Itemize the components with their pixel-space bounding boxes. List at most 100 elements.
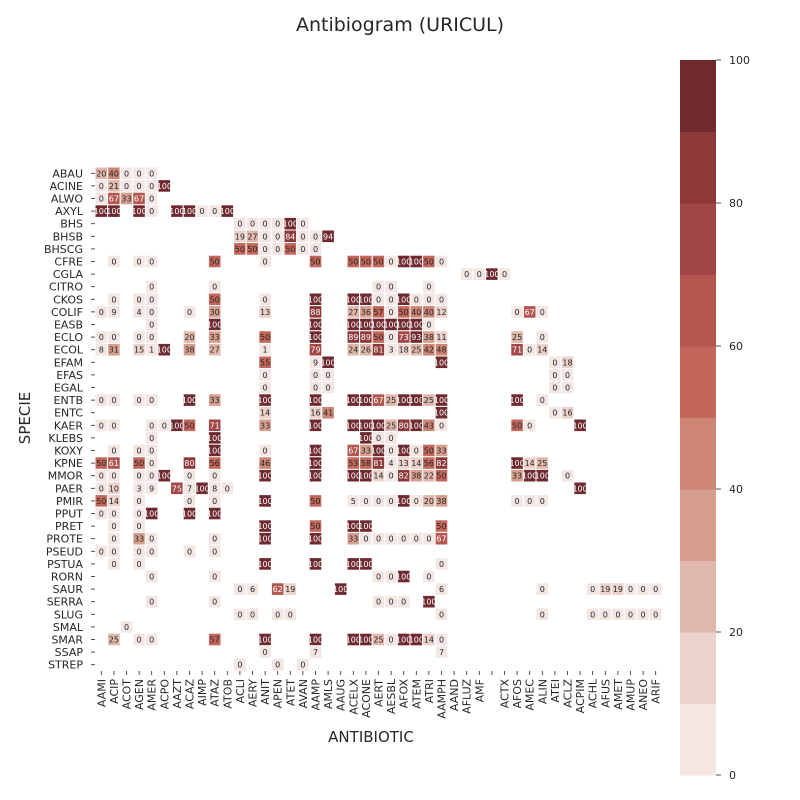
heatmap-cell	[245, 607, 260, 622]
y-tick-label: PRET	[55, 520, 83, 533]
cell-value-label: 0	[111, 547, 116, 556]
cell-value-label: 50	[436, 472, 446, 481]
cell-value-label: 0	[237, 661, 242, 670]
x-axis-ticks: AAMI ACIP ACOT AGEN AMER ACPO AAZT ACAZ AIMP ATAZ…	[95, 671, 663, 719]
cell-value-label: 0	[401, 535, 406, 544]
heatmap-cell	[144, 506, 159, 521]
cell-value-label: 0	[540, 308, 545, 317]
heatmap-cell	[258, 531, 272, 546]
cell-value-label: 100	[358, 434, 373, 443]
cell-value-label: 67	[373, 396, 383, 405]
cell-value-label: 0	[401, 598, 406, 607]
cell-value-label: 100	[308, 472, 323, 481]
cell-value-label: 100	[346, 396, 361, 405]
heatmap-cell	[258, 305, 272, 319]
y-tick-label: SMAL	[53, 621, 84, 634]
cell-value-label: 0	[99, 333, 104, 342]
heatmap-cell	[497, 267, 512, 281]
cell-value-label: 0	[111, 522, 116, 531]
cell-value-label: 14	[424, 636, 434, 645]
y-tick-label: CKOS	[53, 293, 83, 306]
cell-value-label: 0	[99, 484, 104, 493]
cell-value-label: 12	[436, 308, 446, 317]
cell-value-label: 0	[212, 472, 217, 481]
cell-value-label: 31	[109, 346, 119, 355]
y-axis-title: SPECIE	[16, 392, 34, 444]
cell-value-label: 100	[572, 421, 587, 430]
cell-value-label: 0	[137, 182, 142, 191]
cell-value-label: 0	[137, 560, 142, 569]
cell-value-label: 100	[257, 535, 272, 544]
heatmap-cell	[434, 607, 449, 622]
cell-value-label: 15	[134, 346, 144, 355]
cell-value-label: 0	[263, 648, 268, 657]
heatmap-cell	[535, 342, 550, 357]
cell-value-label: 6	[439, 585, 444, 594]
y-tick-label: PROTE	[46, 533, 83, 546]
cell-value-label: 0	[137, 497, 142, 506]
cell-value-label: 0	[149, 447, 154, 456]
cell-value-label: 0	[389, 535, 394, 544]
cell-value-label: 50	[285, 245, 295, 254]
heatmap-cell	[283, 582, 298, 596]
colorbar-segment	[680, 560, 716, 633]
cell-value-label: 100	[346, 295, 361, 304]
cell-value-label: 0	[149, 573, 154, 582]
cell-value-label: 41	[323, 409, 333, 418]
x-tick-label: AESBL	[385, 678, 398, 714]
cell-value-label: 0	[212, 497, 217, 506]
cell-value-label: 0	[540, 396, 545, 405]
y-tick-label: EASB	[54, 319, 83, 332]
cell-value-label: 0	[376, 497, 381, 506]
y-tick-label: ACINE	[50, 180, 83, 193]
cell-value-label: 33	[210, 396, 220, 405]
heatmap-cell	[522, 418, 537, 433]
y-tick-label: KAER	[54, 419, 83, 432]
cell-value-label: 0	[275, 245, 280, 254]
cell-value-label: 0	[111, 333, 116, 342]
x-tick-label: AAMI	[95, 679, 108, 707]
cell-value-label: 67	[525, 308, 535, 317]
cell-value-label: 4	[389, 459, 394, 468]
cell-value-label: 7	[187, 484, 192, 493]
cell-value-label: 0	[641, 610, 646, 619]
cell-value-label: 100	[333, 585, 348, 594]
cell-value-label: 9	[111, 308, 116, 317]
cell-value-label: 0	[426, 283, 431, 292]
x-tick-label: ACONE	[360, 679, 373, 718]
heatmap-cell	[107, 342, 121, 357]
cell-value-label: 25	[373, 636, 383, 645]
x-tick-label: AAMPH	[436, 679, 449, 719]
cell-value-label: 3	[389, 346, 394, 355]
cell-value-label: 38	[436, 497, 446, 506]
cell-value-label: 100	[194, 484, 209, 493]
cell-value-label: 0	[124, 623, 129, 632]
cell-value-label: 0	[137, 169, 142, 178]
cell-value-label: 0	[111, 535, 116, 544]
heatmap-cell	[321, 229, 335, 244]
colorbar-tick-label: 40	[729, 483, 743, 496]
y-tick-label: CITRO	[49, 281, 83, 294]
x-tick-label: AMUP	[625, 679, 638, 711]
cell-value-label: 0	[300, 245, 305, 254]
heatmap-cell	[573, 418, 587, 433]
cell-value-label: 0	[376, 598, 381, 607]
cell-value-label: 100	[182, 207, 197, 216]
x-tick-label: ATOB	[221, 679, 234, 709]
x-tick-label: ANEO	[637, 679, 650, 711]
cell-value-label: 14	[537, 346, 547, 355]
heatmap-cell	[119, 620, 134, 634]
heatmap-cell	[434, 531, 449, 546]
cell-value-label: 0	[300, 220, 305, 229]
cell-value-label: 100	[157, 182, 172, 191]
cell-value-label: 50	[235, 245, 245, 254]
heatmap-cell	[245, 582, 260, 596]
heatmap-cell	[207, 569, 222, 584]
cell-value-label: 100	[396, 497, 411, 506]
heatmap-cell	[333, 582, 348, 596]
cell-value-label: 0	[149, 321, 154, 330]
cell-value-label: 0	[527, 421, 532, 430]
y-tick-label: ECLO	[54, 331, 83, 344]
cell-value-label: 100	[182, 510, 197, 519]
cell-value-label: 1	[263, 346, 268, 355]
